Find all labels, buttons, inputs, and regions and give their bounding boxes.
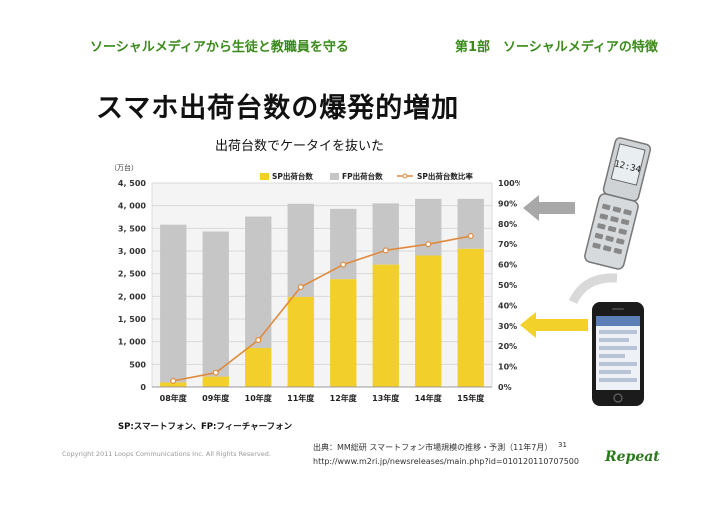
y-right-tick-label: 0% xyxy=(498,383,512,392)
slide-subtitle: 出荷台数でケータイを抜いた xyxy=(215,139,385,154)
ratio-line xyxy=(173,235,471,382)
gray-arrow-icon xyxy=(523,195,575,221)
fp-bar xyxy=(372,203,399,265)
legend-label-sp: SP出荷台数 xyxy=(272,171,313,181)
smartphone-icon xyxy=(592,302,644,406)
x-tick-label: 08年度 xyxy=(160,393,188,403)
sp-bar xyxy=(330,279,357,387)
ratio-point xyxy=(255,337,262,344)
sp-bar xyxy=(160,382,187,387)
chart-footnote: SP:スマートフォン、FP:フィーチャーフォン xyxy=(118,422,293,432)
ratio-point xyxy=(297,284,304,291)
y-left-tick-label: 4, 000 xyxy=(118,202,147,211)
header-right-section: 第1部 ソーシャルメディアの特徴 xyxy=(455,40,658,55)
ratio-point xyxy=(467,233,474,240)
copyright-text: Copyright 2011 Loops Communications Inc.… xyxy=(62,450,271,458)
y-left-tick-label: 2, 500 xyxy=(118,270,147,279)
slide-title: スマホ出荷台数の爆発的増加 xyxy=(96,93,460,124)
fp-bar xyxy=(202,231,229,377)
sp-bar xyxy=(415,255,442,387)
y-left-tick-label: 4, 500 xyxy=(118,179,147,188)
fp-bar xyxy=(457,198,484,249)
legend-marker-ratio xyxy=(402,173,408,179)
x-tick-label: 10年度 xyxy=(245,393,273,403)
y-right-tick-label: 90% xyxy=(498,199,517,208)
y-right-tick-label: 70% xyxy=(498,240,517,249)
source-citation: 出典：MM総研 スマートフォン市場規模の推移・予測（11年7月） http://… xyxy=(313,441,579,469)
header-left-title: ソーシャルメディアから生徒と教職員を守る xyxy=(90,40,349,55)
y-left-tick-label: 3, 000 xyxy=(118,247,147,256)
legend-label-ratio: SP出荷台数比率 xyxy=(417,171,473,181)
x-tick-label: 11年度 xyxy=(287,393,315,403)
y-right-tick-label: 50% xyxy=(498,281,517,290)
legend-swatch-fp xyxy=(330,173,339,180)
shipment-chart: 0 500 1, 000 1, 500 2, 000 2, 500 3, 000 3, 500… xyxy=(110,163,520,432)
y-left-tick-label: 3, 500 xyxy=(118,224,147,233)
y-left-tick-label: 500 xyxy=(129,360,146,369)
yellow-arrow-icon xyxy=(520,312,588,338)
sp-bar xyxy=(457,248,484,387)
y-right-tick-label: 80% xyxy=(498,220,517,229)
legend-swatch-sp xyxy=(260,173,269,180)
y-left-tick-label: 1, 500 xyxy=(118,315,147,324)
y-right-tick-label: 20% xyxy=(498,342,517,351)
x-tick-label: 14年度 xyxy=(415,393,443,403)
ratio-point xyxy=(212,369,219,376)
fp-bar xyxy=(160,224,187,383)
y-right-tick-label: 40% xyxy=(498,301,517,310)
page-number: 31 xyxy=(558,441,567,449)
company-logo: Repeat xyxy=(605,449,660,465)
y-right-tick-label: 10% xyxy=(498,363,517,372)
source-url[interactable]: http://www.m2ri.jp/newsreleases/main.php… xyxy=(313,457,579,466)
sp-bar xyxy=(287,296,314,387)
x-tick-label: 13年度 xyxy=(372,393,400,403)
y-right-tick-label: 30% xyxy=(498,322,517,331)
y-right-tick-label: 60% xyxy=(498,261,517,270)
x-tick-label: 09年度 xyxy=(202,393,230,403)
y-unit-label: （万台） xyxy=(110,163,138,172)
flip-phone-icon: 12:34 xyxy=(584,137,652,270)
sp-bar xyxy=(245,348,272,387)
x-tick-label: 15年度 xyxy=(457,393,485,403)
y-right-tick-label: 100% xyxy=(498,179,520,188)
sp-bar xyxy=(202,376,229,387)
legend-label-fp: FP出荷台数 xyxy=(342,171,383,181)
ratio-point xyxy=(340,261,347,268)
ratio-point xyxy=(170,377,177,384)
ratio-point xyxy=(425,241,432,248)
fp-bar xyxy=(245,216,272,349)
ratio-point xyxy=(382,247,389,254)
source-title: 出典：MM総研 スマートフォン市場規模の推移・予測（11年7月） xyxy=(313,443,553,452)
sp-bar xyxy=(372,264,399,387)
chart-panel: 0 500 1, 000 1, 500 2, 000 2, 500 3, 000 3, 500… xyxy=(100,155,520,455)
y-left-tick-label: 2, 000 xyxy=(118,292,147,301)
x-tick-label: 12年度 xyxy=(330,393,358,403)
y-left-tick-label: 0 xyxy=(140,383,146,392)
y-left-tick-label: 1, 000 xyxy=(118,338,147,347)
curve-arrow-icon xyxy=(568,273,618,305)
fp-bar xyxy=(287,203,314,297)
